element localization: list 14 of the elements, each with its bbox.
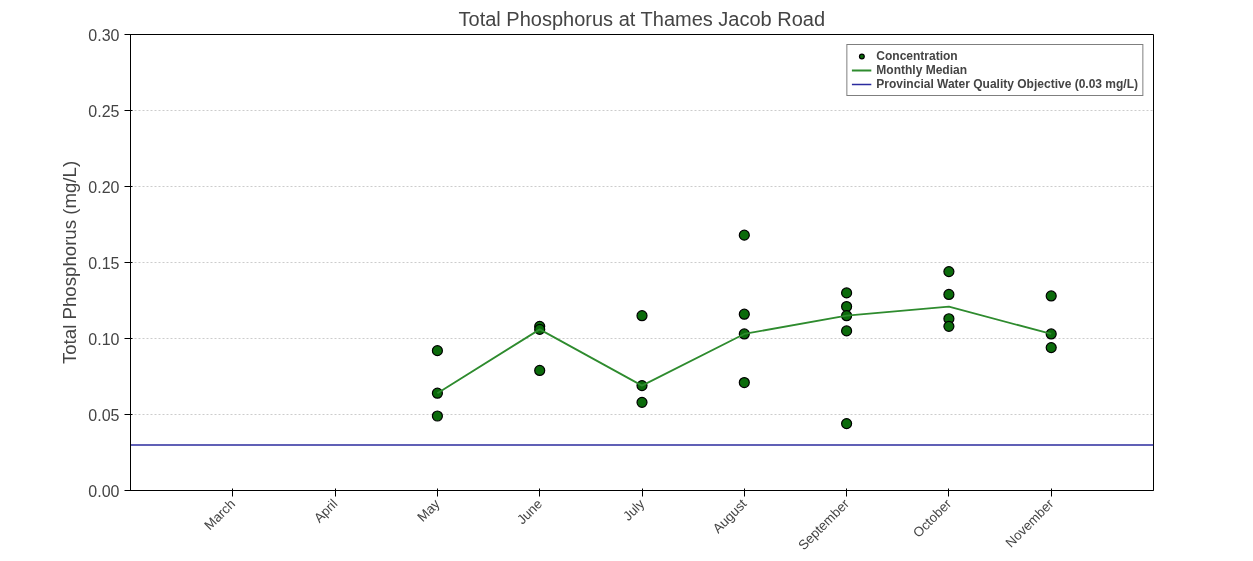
chart-title: Total Phosphorus at Thames Jacob Road bbox=[458, 7, 826, 30]
x-tick-label: May bbox=[414, 495, 443, 525]
y-tick-label: 0.25 bbox=[88, 102, 120, 120]
legend-label: Provincial Water Quality Objective (0.03 mg/L) bbox=[876, 77, 1138, 91]
y-tick-label: 0.05 bbox=[88, 406, 120, 424]
x-tick-label: July bbox=[619, 495, 648, 524]
y-tick-label: 0.20 bbox=[88, 178, 120, 196]
y-axis-title: Total Phosphorus (mg/L) bbox=[59, 160, 81, 365]
y-tick-label: 0.00 bbox=[88, 482, 120, 500]
y-tick-label: 0.10 bbox=[88, 330, 120, 348]
legend-label: Concentration bbox=[876, 49, 958, 63]
y-tick-label: 0.30 bbox=[88, 26, 120, 44]
legend-label: Monthly Median bbox=[876, 63, 968, 77]
y-tick-label: 0.15 bbox=[88, 254, 120, 272]
